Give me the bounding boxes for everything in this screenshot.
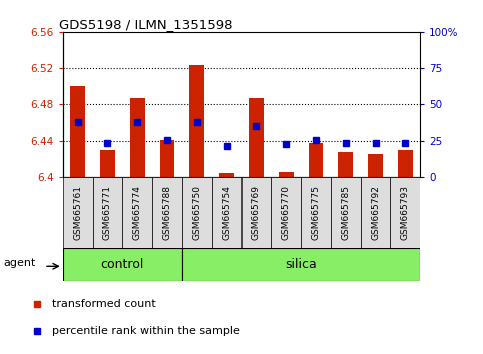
Text: GSM665770: GSM665770 [282,185,291,240]
Bar [70,86,85,177]
Bar [182,248,420,281]
Bar [152,177,182,248]
Text: control: control [100,258,144,271]
Bar [368,154,383,177]
Text: GSM665788: GSM665788 [163,185,171,240]
Bar [159,140,174,177]
Bar [331,177,361,248]
Text: GSM665792: GSM665792 [371,185,380,240]
Text: GDS5198 / ILMN_1351598: GDS5198 / ILMN_1351598 [59,18,233,31]
Text: GSM665771: GSM665771 [103,185,112,240]
Bar [93,177,122,248]
Bar [361,177,390,248]
Bar [390,177,420,248]
Text: GSM665761: GSM665761 [73,185,82,240]
Text: GSM665754: GSM665754 [222,185,231,240]
Text: GSM665775: GSM665775 [312,185,320,240]
Text: agent: agent [3,258,36,268]
Bar [63,248,182,281]
Text: GSM665793: GSM665793 [401,185,410,240]
Bar [219,173,234,177]
Bar [242,177,271,248]
Bar [100,150,115,177]
Bar [63,177,93,248]
Text: GSM665785: GSM665785 [341,185,350,240]
Bar [279,172,294,177]
Bar [271,177,301,248]
Text: GSM665769: GSM665769 [252,185,261,240]
Text: silica: silica [285,258,317,271]
Bar [338,152,353,177]
Bar [182,177,212,248]
Bar [249,98,264,177]
Text: transformed count: transformed count [53,299,156,309]
Bar [309,143,324,177]
Bar [398,150,413,177]
Bar [189,65,204,177]
Text: percentile rank within the sample: percentile rank within the sample [53,326,240,336]
Bar [301,177,331,248]
Text: GSM665750: GSM665750 [192,185,201,240]
Text: GSM665774: GSM665774 [133,185,142,240]
Bar [212,177,242,248]
Bar [130,98,145,177]
Bar [122,177,152,248]
